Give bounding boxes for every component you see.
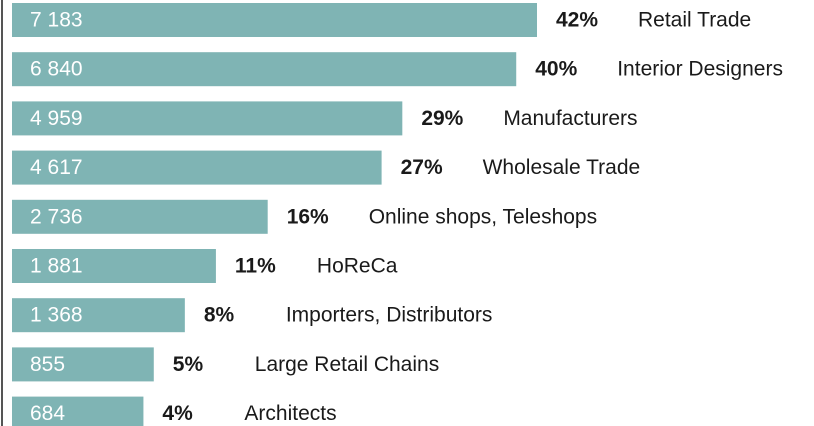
bar xyxy=(12,347,154,382)
category-label: Importers, Distributors xyxy=(286,304,493,327)
bar xyxy=(12,52,517,87)
value-label: 1 368 xyxy=(30,304,83,327)
share-label: 27% xyxy=(401,156,443,179)
share-label: 11% xyxy=(235,255,276,278)
category-label: Retail Trade xyxy=(638,9,751,32)
category-label: Online shops, Teleshops xyxy=(369,205,597,228)
value-label: 1 881 xyxy=(30,255,83,278)
share-label: 5% xyxy=(173,353,204,376)
share-label: 29% xyxy=(421,107,463,130)
category-label: Architects xyxy=(244,402,336,425)
category-label: Wholesale Trade xyxy=(483,156,641,179)
bar xyxy=(12,3,537,37)
value-label: 7 183 xyxy=(30,9,83,32)
value-label: 4 617 xyxy=(30,156,83,179)
value-label: 855 xyxy=(30,353,65,376)
bar xyxy=(12,101,403,136)
bar xyxy=(12,396,144,426)
bar xyxy=(12,249,216,283)
category-label: HoReCa xyxy=(317,255,398,278)
share-label: 40% xyxy=(535,58,577,81)
share-label: 8% xyxy=(204,304,235,327)
bar xyxy=(12,298,185,333)
category-label: Manufacturers xyxy=(503,107,637,130)
bar xyxy=(12,199,268,234)
bar xyxy=(12,150,382,185)
category-label: Large Retail Chains xyxy=(255,353,439,376)
value-label: 2 736 xyxy=(30,205,83,228)
value-label: 684 xyxy=(30,402,65,425)
share-label: 16% xyxy=(287,205,329,228)
category-label: Interior Designers xyxy=(617,58,783,81)
share-label: 42% xyxy=(556,9,598,32)
value-label: 4 959 xyxy=(30,107,83,130)
share-label: 4% xyxy=(162,402,193,425)
value-label: 6 840 xyxy=(30,58,83,81)
